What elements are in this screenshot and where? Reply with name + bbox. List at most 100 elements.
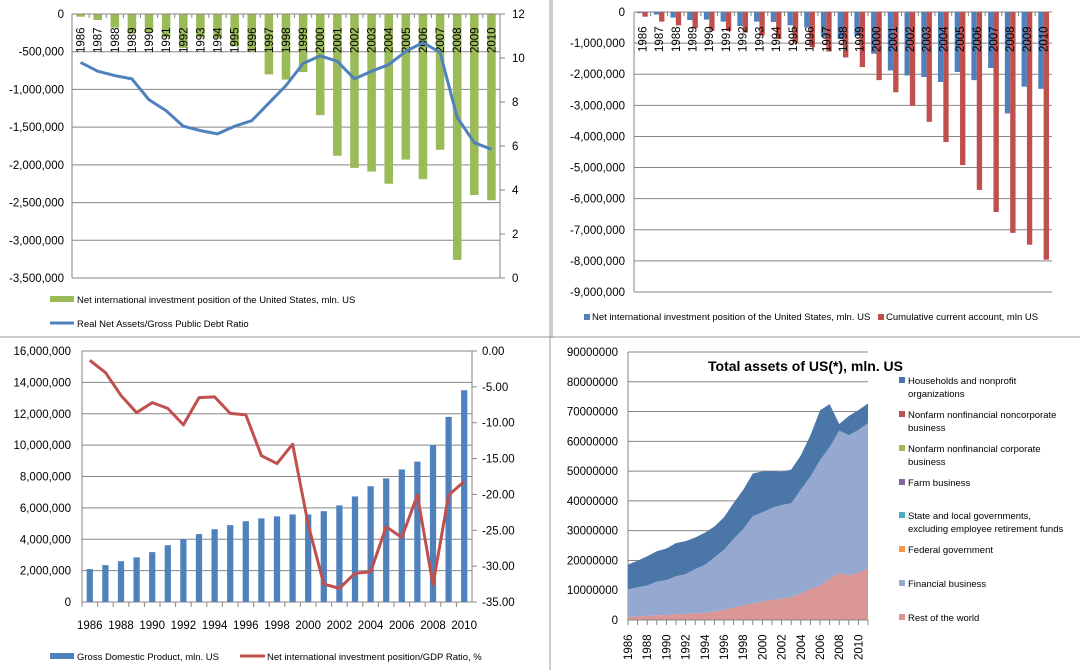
bar-1998 <box>281 14 291 80</box>
legend-label-gdp-ratio: Net international investment position/GD… <box>267 652 482 663</box>
legend-label-noncorporate: Nonfarm nonfinancial noncorporate <box>908 410 1056 421</box>
x-tick-label: 2008 <box>834 634 846 660</box>
cca-bar-1999 <box>859 12 866 68</box>
gdp-bar-1992 <box>180 539 187 602</box>
x-tick-label: 2000 <box>315 27 327 53</box>
cca-bar-2004 <box>943 12 949 143</box>
nip-bar-2005 <box>954 12 961 73</box>
x-tick-label: 1998 <box>838 26 850 52</box>
x-tick-label: 2005 <box>955 26 967 52</box>
area-rest-of-the-world <box>628 567 868 620</box>
y2-tick-label: 10 <box>512 53 525 65</box>
y-tick-label: 10000000 <box>567 585 618 597</box>
x-tick-label: 1986 <box>76 27 88 53</box>
x-tick-label: 1999 <box>298 27 310 53</box>
y-tick-label: 70000000 <box>567 407 618 419</box>
y2-tick-label: -20.00 <box>482 489 515 501</box>
nip-bar-1996 <box>804 12 810 28</box>
x-tick-label: 1996 <box>719 634 731 660</box>
cca-bar-1998 <box>843 12 849 58</box>
y-tick-label: -2,000,000 <box>570 69 625 81</box>
bar-2006 <box>418 14 428 180</box>
bar-1996 <box>247 14 257 52</box>
bar-1990 <box>144 14 154 33</box>
nip-bar-2008 <box>1004 12 1011 114</box>
bar-2007 <box>435 14 445 150</box>
cca-bar-2000 <box>876 12 882 81</box>
legend-label-net-investment: Net international investment position of… <box>592 312 870 323</box>
x-tick-label: 1998 <box>281 27 293 53</box>
gdp-bar-1993 <box>195 534 203 602</box>
x-tick-label: 2001 <box>332 27 344 53</box>
y-tick-label: -2,000,000 <box>9 160 64 172</box>
bar-2000 <box>315 14 325 116</box>
x-tick-label: 1991 <box>161 27 173 53</box>
y-tick-label: -3,500,000 <box>9 273 64 285</box>
legend-label-corporate-2: business <box>908 457 946 468</box>
legend-swatch-financial <box>899 580 905 586</box>
gdp-bar-2002 <box>336 505 343 602</box>
nip-bar-1999 <box>854 12 860 36</box>
x-tick-label: 1993 <box>754 26 766 52</box>
y2-tick-label: -10.00 <box>482 418 515 430</box>
bar-1988 <box>110 14 120 28</box>
gdp-bar-2000 <box>305 514 312 602</box>
y-tick-label: 8,000,000 <box>20 472 71 484</box>
cca-bar-2006 <box>976 12 983 190</box>
x-tick-label: 1995 <box>230 27 242 53</box>
bar-2004 <box>384 14 393 184</box>
cca-bar-1995 <box>792 12 799 44</box>
cca-bar-2009 <box>1026 12 1033 245</box>
x-tick-label: 1994 <box>771 26 783 52</box>
gdp-bar-1995 <box>227 525 234 602</box>
nip-bar-2006 <box>971 12 977 81</box>
y-tick-label: -8,000,000 <box>570 256 625 268</box>
gdp-bar-1998 <box>273 516 281 602</box>
x-tick-label: 2010 <box>486 27 498 53</box>
gdp-bar-1987 <box>102 565 109 602</box>
y-tick-label: -5,000,000 <box>570 163 625 175</box>
x-tick-label: 1996 <box>247 27 259 53</box>
y2-tick-label: 12 <box>512 9 525 21</box>
cca-bar-1990 <box>709 12 715 31</box>
x-tick-label: 2009 <box>469 27 481 53</box>
gdp-bar-2010 <box>461 390 468 602</box>
x-tick-label: 1990 <box>661 634 673 660</box>
x-tick-label: 2004 <box>384 27 396 53</box>
x-tick-label: 2006 <box>389 620 415 632</box>
gdp-bar-1991 <box>164 545 171 602</box>
bar-1987 <box>93 14 102 21</box>
y-tick-label: -1,000,000 <box>570 38 625 50</box>
y-tick-label: 0 <box>612 615 618 627</box>
x-tick-label: 1988 <box>642 634 654 660</box>
nip-bar-1997 <box>820 12 827 37</box>
x-tick-label: 1988 <box>671 26 683 52</box>
x-tick-label: 1994 <box>700 634 712 660</box>
y-tick-label: -500,000 <box>19 47 64 59</box>
gdp-bar-1994 <box>211 529 218 602</box>
y-tick-label: -1,000,000 <box>9 84 64 96</box>
nip-bar-2000 <box>871 12 877 54</box>
x-tick-label: 2004 <box>796 634 808 660</box>
bar-2009 <box>470 14 479 196</box>
bar-1994 <box>213 14 222 39</box>
y-tick-label: 6,000,000 <box>20 503 71 515</box>
legend-label-gdp: Gross Domestic Product, mln. US <box>77 652 219 663</box>
cca-bar-2002 <box>909 12 916 106</box>
x-tick-label: 2001 <box>888 26 900 52</box>
x-tick-label: 1986 <box>637 26 649 52</box>
x-tick-label: 1995 <box>788 26 800 52</box>
cca-bar-1996 <box>809 12 815 48</box>
y-tick-label: -2,500,000 <box>9 198 64 210</box>
cca-bar-2001 <box>893 12 899 93</box>
legend-label-rest-of-world: Rest of the world <box>908 613 979 624</box>
legend-label-state-local: State and local governments, <box>908 511 1031 522</box>
y2-tick-label: 0 <box>512 273 518 285</box>
nip-bar-2009 <box>1021 12 1027 87</box>
legend-label-ratio: Real Net Assets/Gross Public Debt Ratio <box>77 319 249 330</box>
gdp-bar-1988 <box>117 561 125 602</box>
y-tick-label: 0 <box>65 597 71 609</box>
x-tick-label: 2000 <box>757 634 769 660</box>
x-tick-label: 2006 <box>815 634 827 660</box>
area-financial-business <box>628 423 868 618</box>
